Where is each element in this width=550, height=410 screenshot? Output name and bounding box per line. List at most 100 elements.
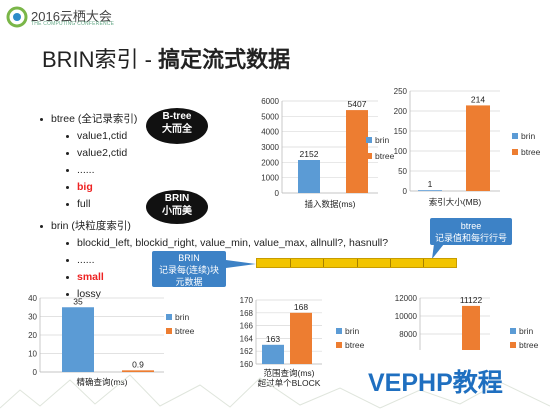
data-label: 163 bbox=[266, 334, 280, 344]
legend-label: btree bbox=[345, 340, 365, 350]
legend-label: btree bbox=[521, 147, 541, 157]
tick-label: 40 bbox=[28, 294, 37, 303]
tick-label: 164 bbox=[240, 334, 254, 343]
tick-label: 20 bbox=[28, 331, 37, 340]
watermark: VEPHP教程 bbox=[368, 369, 503, 397]
tick-label: 3000 bbox=[261, 143, 279, 152]
legend-swatch bbox=[512, 149, 518, 155]
list-item: lossy bbox=[66, 286, 101, 303]
tick-label: 30 bbox=[28, 313, 37, 322]
brin-cloud: BRIN 小而美 bbox=[146, 190, 208, 224]
data-label: 11122 bbox=[460, 295, 483, 305]
tick-label: 168 bbox=[240, 309, 254, 318]
bar-btree bbox=[290, 312, 312, 364]
legend-label: brin bbox=[175, 312, 189, 322]
tick-label: 8000 bbox=[399, 330, 417, 339]
list-item: small bbox=[66, 269, 104, 286]
btree-cloud: B-tree 大而全 bbox=[146, 108, 208, 144]
tick-label: 10 bbox=[28, 350, 37, 359]
legend-swatch bbox=[336, 328, 342, 334]
tick-label: 4000 bbox=[261, 128, 279, 137]
background-decoration bbox=[0, 374, 550, 409]
tick-label: 50 bbox=[398, 167, 407, 176]
chart-range2: 8000 10000 12000 11122 brin btree bbox=[395, 294, 539, 350]
chart-size: 0 50 100 150 200 250 1 214 索引大小(MB) brin btree bbox=[394, 87, 541, 207]
tick-label: 2000 bbox=[261, 158, 279, 167]
conference-title: 2016云栖大会 bbox=[31, 9, 112, 24]
tick-label: 250 bbox=[394, 87, 408, 96]
axis-label: 索引大小(MB) bbox=[429, 197, 482, 207]
tick-label: 0 bbox=[33, 368, 38, 377]
data-label: 214 bbox=[471, 94, 485, 104]
legend-swatch bbox=[512, 133, 518, 139]
tick-label: 0 bbox=[403, 187, 408, 196]
legend-swatch bbox=[366, 153, 372, 159]
tick-label: 200 bbox=[394, 107, 408, 116]
tick-label: 166 bbox=[240, 322, 254, 331]
brin-heading: brin (块粒度索引) bbox=[40, 218, 131, 235]
tick-label: 1000 bbox=[261, 174, 279, 183]
data-label: 5407 bbox=[348, 99, 367, 109]
callout-pointer bbox=[226, 260, 256, 268]
data-label: 35 bbox=[73, 296, 83, 306]
legend-label: brin bbox=[519, 326, 533, 336]
bar-btree bbox=[346, 110, 368, 193]
btree-list: btree (全记录索引) value1,ctid value2,ctid ..… bbox=[40, 111, 240, 210]
legend-swatch bbox=[510, 342, 516, 348]
legend-label: btree bbox=[175, 326, 195, 336]
legend-label: btree bbox=[375, 151, 395, 161]
legend-swatch bbox=[336, 342, 342, 348]
legend-label: brin bbox=[521, 131, 535, 141]
list-item: big bbox=[66, 179, 93, 196]
tick-label: 150 bbox=[394, 127, 408, 136]
axis-label: 范围查询(ms) bbox=[264, 368, 315, 378]
tick-label: 10000 bbox=[395, 312, 418, 321]
list-item: ...... bbox=[66, 162, 95, 179]
brin-list: brin (块粒度索引) blockid_left, blockid_right… bbox=[40, 218, 390, 300]
conference-subtitle: THE COMPUTING CONFERENCE bbox=[31, 21, 115, 27]
list-item: blockid_left, blockid_right, value_min, … bbox=[66, 235, 388, 252]
block-strip bbox=[256, 258, 457, 268]
slide-title-bold: 搞定流式数据 bbox=[158, 47, 291, 72]
axis-label: 精确查询(ms) bbox=[77, 377, 128, 387]
tick-label: 12000 bbox=[395, 294, 418, 303]
bar-brin bbox=[262, 344, 284, 364]
data-label: 2152 bbox=[300, 149, 319, 159]
legend-label: btree bbox=[519, 340, 539, 350]
bar-btree bbox=[466, 105, 490, 191]
axis-label: 超过单个BLOCK bbox=[258, 378, 321, 388]
axis-label: 插入数据(ms) bbox=[305, 199, 356, 209]
brin-callout: BRIN 记录每(连续)块 元数据 bbox=[152, 251, 226, 287]
tick-label: 100 bbox=[394, 147, 408, 156]
chart-exact: 0 10 20 30 40 35 0.9 精确查询(ms) brin btree bbox=[28, 294, 195, 387]
bar-brin bbox=[298, 160, 320, 193]
callout-pointer bbox=[432, 244, 444, 259]
legend-swatch bbox=[166, 328, 172, 334]
tick-label: 6000 bbox=[261, 97, 279, 106]
data-label: 0.9 bbox=[132, 359, 144, 369]
slide-title: BRIN索引 - 搞定流式数据 bbox=[42, 42, 290, 74]
list-item: value2,ctid bbox=[66, 145, 127, 162]
data-label: 1 bbox=[428, 179, 433, 189]
slide-title-plain: BRIN索引 - bbox=[42, 47, 159, 72]
conference-logo-icon bbox=[6, 6, 28, 28]
list-item: value1,ctid bbox=[66, 128, 127, 145]
tick-label: 162 bbox=[240, 347, 254, 356]
chart-range: 160 162 164 166 168 170 163 168 范围查询(ms)超过单个BLOC… bbox=[240, 296, 365, 388]
legend-swatch bbox=[510, 328, 516, 334]
tick-label: 160 bbox=[240, 360, 254, 369]
tick-label: 5000 bbox=[261, 112, 279, 121]
legend-swatch bbox=[366, 137, 372, 143]
tick-label: 0 bbox=[275, 189, 280, 198]
list-item: full bbox=[66, 196, 90, 213]
bar-brin bbox=[418, 190, 442, 191]
btree-heading: btree (全记录索引) bbox=[40, 111, 137, 128]
tick-label: 170 bbox=[240, 296, 254, 305]
chart-insert: 0 1000 2000 3000 4000 5000 6000 2152 5407 插入数据(ms… bbox=[261, 97, 395, 209]
btree-callout: btree 记录值和每行行号 bbox=[430, 218, 512, 245]
bar-btree bbox=[122, 370, 154, 372]
bar-btree bbox=[462, 305, 480, 350]
bar-brin bbox=[62, 307, 94, 372]
data-label: 168 bbox=[294, 302, 308, 312]
legend-label: brin bbox=[375, 135, 389, 145]
